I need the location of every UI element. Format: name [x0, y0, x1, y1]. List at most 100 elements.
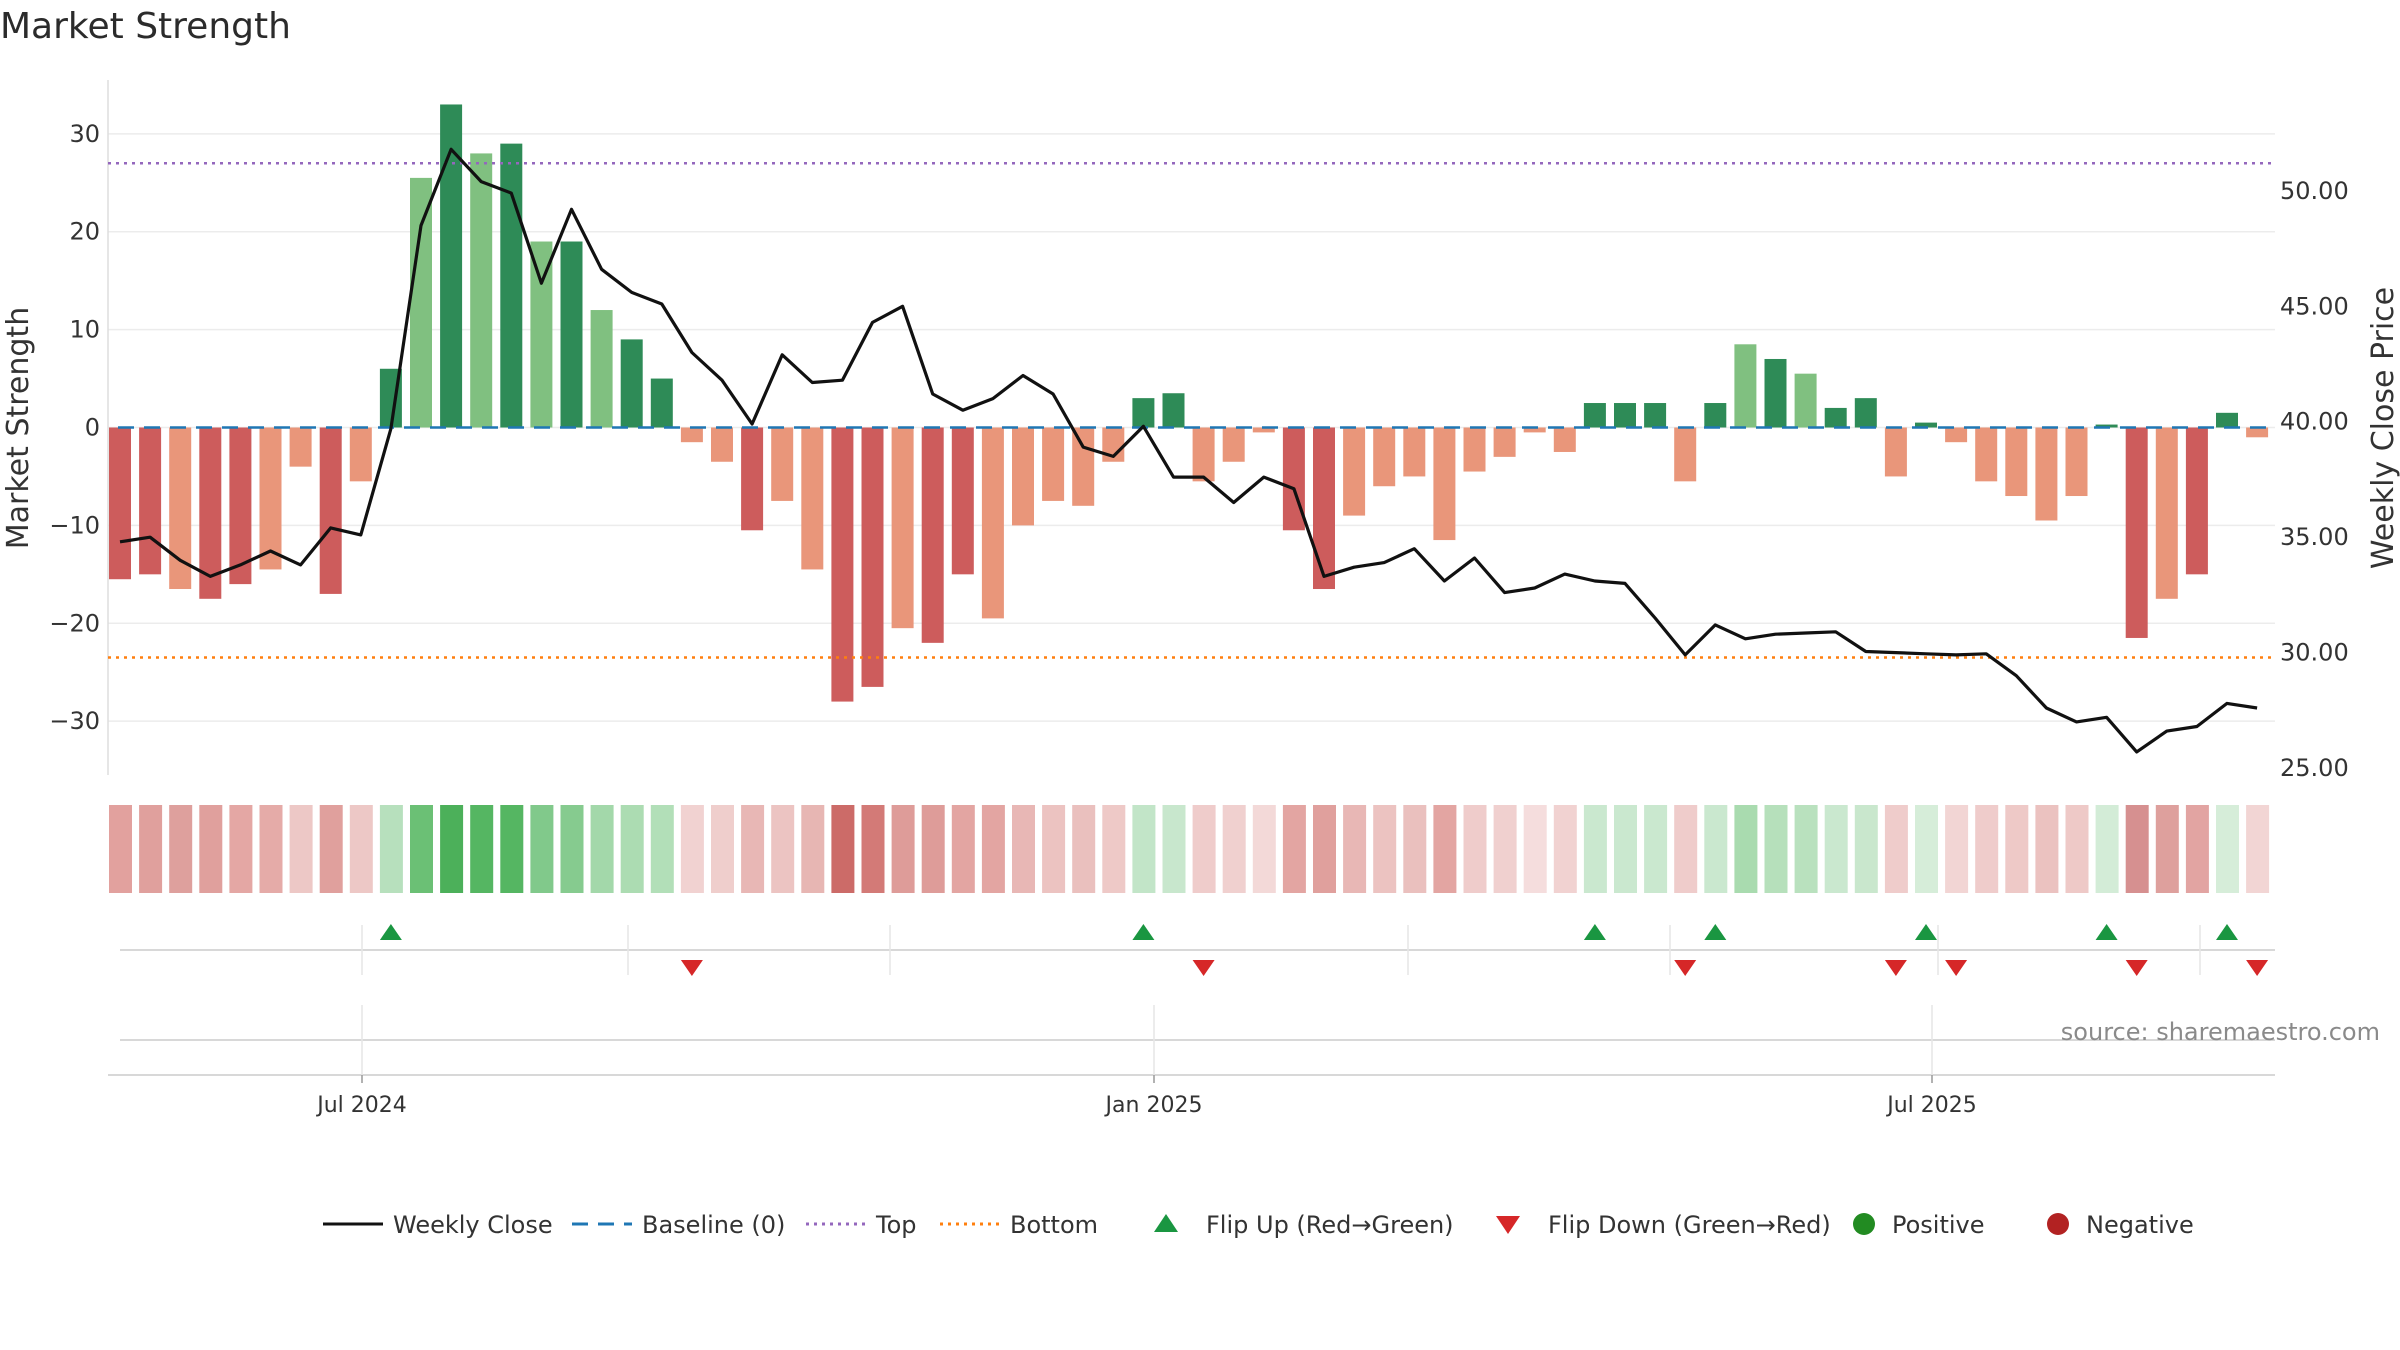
strength-bar	[981, 427, 1004, 619]
flip-down-marker	[2125, 960, 2148, 976]
legend: Weekly Close Baseline (0) Top Bottom Flip Up…	[323, 1211, 2194, 1239]
heat-cell	[1222, 805, 1246, 893]
heat-cell	[1192, 805, 1216, 893]
legend-item-weekly-close: Weekly Close	[323, 1211, 553, 1239]
legend-item-baseline: Baseline (0)	[572, 1211, 785, 1239]
strength-bar	[1132, 398, 1155, 428]
heat-cell	[711, 805, 734, 893]
strength-bar	[620, 339, 643, 428]
weekly-close-line	[119, 147, 2258, 754]
left-tick-label: 20	[69, 218, 100, 246]
heat-cell	[1734, 805, 1758, 893]
strength-bar	[590, 310, 613, 428]
heat-cell	[319, 805, 343, 893]
heat-cell	[440, 805, 464, 893]
heat-cell	[289, 805, 313, 893]
heat-cell	[2125, 805, 2149, 893]
legend-label: Positive	[1892, 1211, 1985, 1239]
strength-bar	[1764, 358, 1787, 428]
heat-cell	[1132, 805, 1156, 893]
strength-bar	[1583, 403, 1606, 428]
strength-bar	[1313, 427, 1335, 590]
strength-bar	[1433, 427, 1456, 541]
heat-cell	[590, 805, 614, 893]
right-tick-label: 45.00	[2280, 292, 2349, 320]
strength-bar	[741, 427, 764, 531]
strength-bar	[1644, 403, 1667, 428]
heat-cell	[1102, 805, 1126, 893]
strength-bar	[1915, 422, 1937, 428]
heat-cell	[2216, 805, 2239, 893]
heat-cell	[109, 805, 132, 893]
heat-cell	[1704, 805, 1728, 893]
heat-cell	[650, 805, 674, 893]
legend-label: Baseline (0)	[642, 1211, 785, 1239]
strength-bars	[109, 104, 2269, 702]
heat-cell	[259, 805, 283, 893]
heat-cell	[1824, 805, 1848, 893]
heat-cell	[139, 805, 163, 893]
heat-cell	[1433, 805, 1457, 893]
heat-cell	[1764, 805, 1788, 893]
x-tick-label: Jul 2025	[1885, 1093, 1977, 1118]
heat-cell	[1523, 805, 1547, 893]
flip-markers-panel	[120, 924, 2275, 976]
strength-bar	[2095, 424, 2118, 428]
strength-bar	[2246, 427, 2269, 438]
strength-bar	[2005, 427, 2028, 497]
strength-heat-strip	[109, 805, 2270, 893]
legend-item-negative: Negative	[2047, 1211, 2194, 1239]
strength-bar	[1884, 427, 1907, 477]
legend-label: Top	[875, 1211, 917, 1239]
strength-bar	[440, 104, 463, 428]
heat-cell	[169, 805, 193, 893]
strength-bar	[1222, 427, 1245, 462]
heat-cell	[1282, 805, 1306, 893]
strength-bar	[319, 427, 342, 594]
strength-bar	[711, 427, 733, 462]
left-axis: 30 20 10 0 −10 −20 −30	[49, 120, 100, 735]
strength-bar	[861, 427, 884, 687]
heat-cell	[801, 805, 825, 893]
strength-bar	[1373, 427, 1396, 487]
strength-bar	[1493, 427, 1516, 457]
heat-cell	[2185, 805, 2209, 893]
strength-bar	[2185, 427, 2208, 575]
heat-cell	[1884, 805, 1908, 893]
heat-cell	[680, 805, 704, 893]
strength-bar	[1403, 427, 1426, 477]
heat-cell	[1012, 805, 1035, 893]
heat-cell	[1343, 805, 1367, 893]
strength-bar	[1072, 427, 1095, 506]
chart-title: Market Strength	[0, 6, 291, 47]
legend-label: Negative	[2086, 1211, 2194, 1239]
strength-bar	[1704, 403, 1727, 428]
strength-bar	[1824, 407, 1847, 428]
strength-bar	[921, 427, 944, 643]
strength-bar	[680, 427, 703, 443]
right-tick-label: 25.00	[2280, 754, 2349, 782]
source-credit: source: sharemaestro.com	[2061, 1018, 2380, 1046]
strength-bar	[560, 241, 583, 428]
legend-swatch	[2047, 1213, 2069, 1235]
x-tick-label: Jul 2024	[315, 1093, 407, 1118]
right-axis: 50.00 45.00 40.00 35.00 30.00 25.00	[2280, 177, 2349, 782]
heat-cell	[771, 805, 795, 893]
heat-cell	[1072, 805, 1096, 893]
legend-swatch	[1853, 1213, 1875, 1235]
flip-up-marker	[2095, 924, 2118, 940]
strength-bar	[2155, 427, 2178, 599]
strength-bar	[1734, 344, 1757, 428]
heat-cell	[861, 805, 885, 893]
left-tick-label: 10	[69, 316, 100, 344]
heat-cell	[2095, 805, 2119, 893]
legend-item-top: Top	[806, 1211, 917, 1239]
strength-bar	[951, 427, 974, 575]
heat-cell	[560, 805, 584, 893]
strength-bar	[500, 143, 523, 428]
right-tick-label: 40.00	[2280, 408, 2349, 436]
strength-bar	[1192, 427, 1215, 482]
left-tick-label: −10	[49, 511, 100, 539]
heat-cell	[2005, 805, 2029, 893]
flip-up-marker	[1915, 924, 1937, 940]
